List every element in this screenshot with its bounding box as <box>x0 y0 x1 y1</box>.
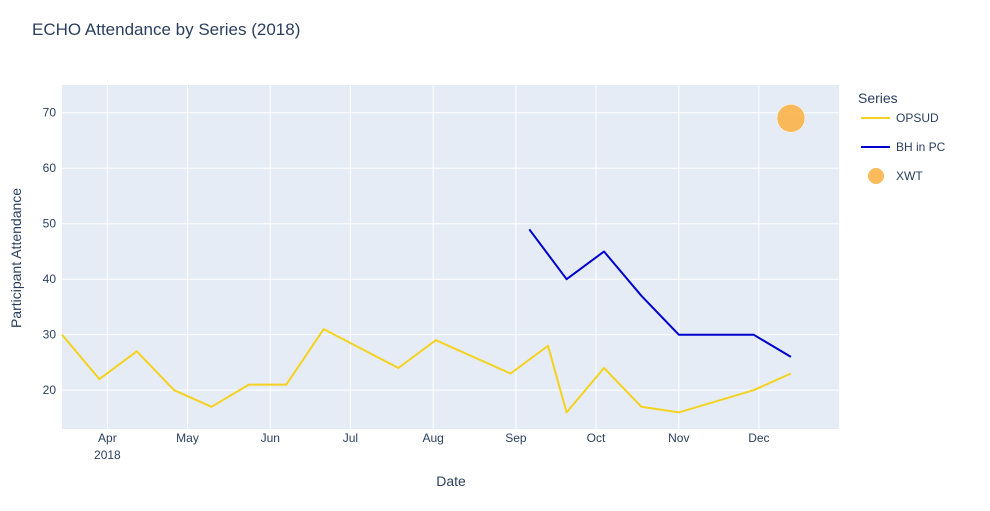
x-tick-sublabel: 2018 <box>94 448 121 462</box>
y-tick-label: 50 <box>43 217 57 231</box>
y-axis-title: Participant Attendance <box>8 188 24 328</box>
series-line-opsud <box>61 328 792 414</box>
x-axis-title: Date <box>436 473 466 489</box>
y-tick-label: 20 <box>43 383 57 397</box>
x-axis-ticks: Apr 2018 May Jun Jul Aug Sep Oct Nov Dec <box>94 431 770 462</box>
series-line-bh-in-pc <box>528 228 792 358</box>
y-tick-label: 70 <box>43 106 57 120</box>
y-tick-label: 60 <box>43 161 57 175</box>
y-tick-label: 40 <box>43 272 57 286</box>
y-axis-ticks: 20 30 40 50 60 70 <box>43 106 57 397</box>
x-tick-label: Jun <box>261 431 280 445</box>
x-tick-label: Jul <box>343 431 358 445</box>
legend-item-bh-in-pc[interactable]: BH in PC <box>861 140 946 154</box>
legend-item-opsud[interactable]: OPSUD <box>861 111 939 125</box>
x-tick-label: Dec <box>748 431 769 445</box>
legend-label: BH in PC <box>896 140 946 154</box>
legend-label: XWT <box>896 169 923 183</box>
chart-title: ECHO Attendance by Series (2018) <box>32 20 300 39</box>
x-tick-label: May <box>176 431 199 445</box>
series-layer <box>61 104 806 414</box>
x-gridlines <box>106 85 760 429</box>
x-tick-label: Aug <box>422 431 443 445</box>
x-tick-label: Sep <box>505 431 527 445</box>
x-tick-label: Oct <box>587 431 606 445</box>
legend-title: Series <box>858 90 898 106</box>
legend-item-xwt[interactable]: XWT <box>868 168 923 184</box>
legend-swatch-marker <box>868 168 884 184</box>
legend: Series OPSUD BH in PC XWT <box>858 90 946 184</box>
legend-label: OPSUD <box>896 111 939 125</box>
y-tick-label: 30 <box>43 328 57 342</box>
series-marker-xwt <box>776 104 806 133</box>
x-tick-label: Nov <box>668 431 689 445</box>
x-tick-label: Apr <box>98 431 117 445</box>
y-gridlines <box>62 112 839 391</box>
plot-area <box>62 85 839 429</box>
